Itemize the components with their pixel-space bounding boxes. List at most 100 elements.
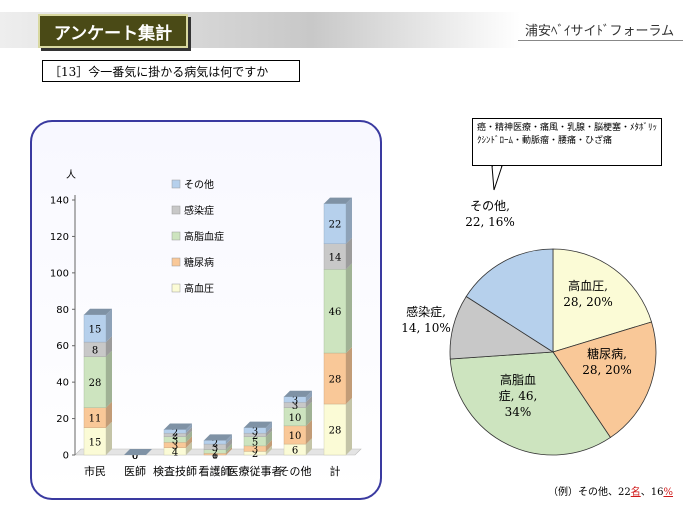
x-tick-label: その他 [279, 465, 312, 478]
bar-segment-value: 5 [252, 437, 258, 448]
pie-slice [552, 248, 653, 353]
bar-segment-side [226, 443, 232, 454]
bar-segment-value: 3 [172, 436, 178, 447]
legend-swatch [171, 283, 181, 293]
bar-segment-side [106, 421, 112, 455]
legend-label: 高血圧 [184, 282, 214, 295]
example-percent: % [663, 487, 673, 498]
y-tick-label: 100 [50, 268, 69, 279]
y-tick-label: 20 [56, 414, 69, 425]
bar-top [324, 197, 352, 204]
bar-segment-value: 8 [92, 345, 98, 356]
bar-top [204, 434, 232, 441]
pie-slice [465, 248, 554, 353]
bar-segment-value: 15 [89, 437, 102, 448]
bar-segment-value: 15 [89, 324, 102, 335]
x-tick-label: 医師 [124, 465, 146, 478]
bar-segment-side [306, 438, 312, 455]
bar-segment-side [306, 401, 312, 426]
bar-top [84, 308, 112, 315]
bar-top [284, 390, 312, 397]
bar-segment-value: 6 [292, 446, 298, 457]
bar-segment-side [306, 390, 312, 403]
bar-segment-side [186, 427, 192, 437]
bar-segment-value: 0 [212, 451, 218, 462]
bar-segment-value: 11 [89, 414, 102, 425]
bar-segment-value: 28 [89, 378, 102, 389]
question-label: ［13］今一番気に掛かる病気は何ですか [42, 60, 300, 82]
legend-label: その他 [184, 178, 214, 191]
bar-segment-value: 10 [289, 431, 302, 442]
callout-pointer [491, 165, 503, 191]
pie-slice-label: その他, 22, 16% [465, 199, 515, 229]
pie-slice [449, 351, 612, 456]
bar-segment-value: 28 [329, 426, 342, 437]
bar-segment-value: 28 [329, 375, 342, 386]
bar-segment-side [186, 441, 192, 455]
bar-segment-value: 2 [252, 431, 258, 442]
y-axis-label: 人 [66, 169, 76, 181]
pie-slice-label: 糖尿病, 28, 20% [582, 346, 632, 377]
y-tick-label: 40 [56, 378, 69, 389]
y-tick-label: 120 [50, 232, 69, 243]
bar-segment-value: 1 [212, 450, 218, 461]
pie-slice-label: 高脂血症, 46, 34% [499, 372, 538, 419]
bar-segment-value: 2 [172, 431, 178, 442]
legend-swatch [171, 179, 181, 189]
y-tick-label: 140 [50, 196, 69, 207]
legend-swatch [171, 231, 181, 241]
pie-slice-label: 高血圧, 28, 20% [563, 278, 613, 309]
bar-segment-side [226, 447, 232, 455]
x-tick-label: 医療従事者 [228, 464, 283, 478]
bar-segment-side [346, 398, 352, 455]
bar-segment-side [266, 439, 272, 452]
bar-segment-value: 3 [212, 443, 218, 454]
bar-segment-side [306, 396, 312, 408]
example-caption: （例）その他、22名、16% [548, 483, 673, 498]
bar-segment-value: 10 [289, 413, 302, 424]
bar-segment-value: 2 [172, 427, 178, 438]
bar-segment-value: 3 [252, 445, 258, 456]
bar-segment-side [186, 430, 192, 443]
bar-segment-value: 0 [132, 451, 138, 462]
bar-segment-value: 0 [132, 451, 138, 462]
bar-segment-value: 46 [329, 307, 342, 318]
bar-segment-value: 3 [252, 426, 258, 437]
bar-segment-side [346, 197, 352, 244]
bar-segment-side [266, 445, 272, 455]
bar-segment-side [106, 401, 112, 428]
legend-swatch [171, 205, 181, 215]
example-prefix: （例）その他、22 [548, 487, 631, 498]
example-unit: 名 [630, 487, 641, 498]
y-tick-label: 0 [63, 451, 69, 462]
bar-segment-value: 3 [292, 395, 298, 406]
bar-segment-side [186, 423, 192, 434]
bar-segment-side [226, 438, 232, 450]
example-sep: 、16 [640, 487, 664, 498]
x-tick-label: 看護師 [199, 464, 232, 478]
bar-segment-side [306, 419, 312, 445]
page-title: アンケート集計 [38, 14, 188, 48]
bar-segment-value: 2 [212, 447, 218, 458]
bar-segment-side [226, 434, 232, 445]
bar-segment-value: 0 [132, 451, 138, 462]
bar-segment-value: 3 [292, 401, 298, 412]
bar-segment-value: 0 [132, 451, 138, 462]
y-tick-label: 80 [56, 305, 69, 316]
y-tick-label: 60 [56, 341, 69, 352]
bar-segment-value: 14 [329, 252, 342, 263]
bar-segment-side [266, 427, 272, 437]
brand-name: 浦安ﾍﾞｲサイﾄﾞフォーラム [525, 24, 675, 39]
bar-segment-side [266, 421, 272, 434]
bar-segment-side [106, 308, 112, 343]
bar-segment-side [346, 263, 352, 353]
bar-segment-value: 0 [132, 451, 138, 462]
bar-segment-value: 2 [212, 438, 218, 449]
x-tick-label: 市民 [84, 464, 106, 478]
x-tick-label: 計 [330, 464, 341, 478]
bar-segment-side [186, 436, 192, 448]
bar-segment-side [346, 347, 352, 404]
bar-segment-side [266, 430, 272, 446]
bar-top [244, 421, 272, 428]
